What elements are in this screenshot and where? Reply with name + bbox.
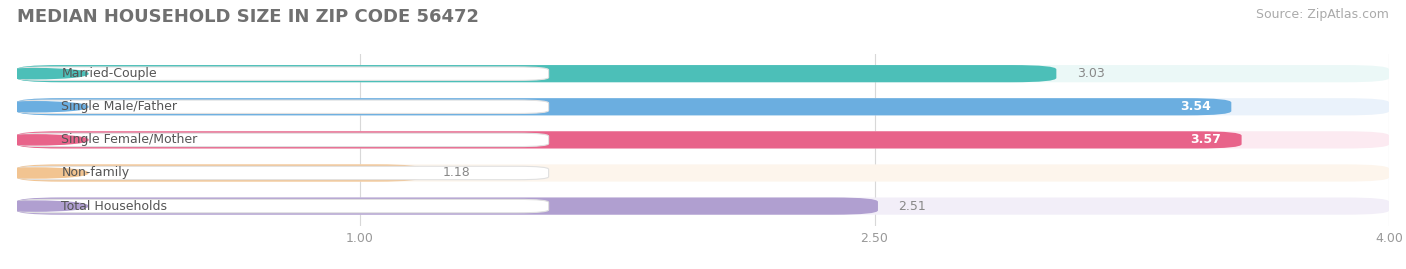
FancyBboxPatch shape [17, 197, 877, 215]
FancyBboxPatch shape [17, 98, 1389, 115]
Text: 2.51: 2.51 [898, 200, 927, 213]
FancyBboxPatch shape [17, 199, 548, 213]
FancyBboxPatch shape [17, 197, 1389, 215]
Circle shape [0, 201, 89, 211]
FancyBboxPatch shape [17, 166, 548, 180]
FancyBboxPatch shape [17, 67, 548, 80]
FancyBboxPatch shape [17, 131, 1241, 148]
Text: Single Female/Mother: Single Female/Mother [62, 133, 198, 146]
Circle shape [0, 102, 89, 112]
FancyBboxPatch shape [17, 133, 548, 147]
FancyBboxPatch shape [17, 131, 1389, 148]
Text: 3.57: 3.57 [1189, 133, 1220, 146]
Text: Single Male/Father: Single Male/Father [62, 100, 177, 113]
Text: Source: ZipAtlas.com: Source: ZipAtlas.com [1256, 8, 1389, 21]
FancyBboxPatch shape [17, 164, 1389, 182]
Text: Total Households: Total Households [62, 200, 167, 213]
Text: Married-Couple: Married-Couple [62, 67, 157, 80]
FancyBboxPatch shape [17, 65, 1389, 82]
FancyBboxPatch shape [17, 98, 1232, 115]
FancyBboxPatch shape [17, 100, 548, 114]
Text: 3.54: 3.54 [1180, 100, 1211, 113]
FancyBboxPatch shape [17, 164, 422, 182]
Text: Non-family: Non-family [62, 167, 129, 179]
Circle shape [0, 168, 89, 178]
Text: MEDIAN HOUSEHOLD SIZE IN ZIP CODE 56472: MEDIAN HOUSEHOLD SIZE IN ZIP CODE 56472 [17, 8, 479, 26]
Circle shape [0, 135, 89, 145]
FancyBboxPatch shape [17, 65, 1056, 82]
Text: 3.03: 3.03 [1077, 67, 1105, 80]
Circle shape [0, 69, 89, 79]
Text: 1.18: 1.18 [443, 167, 470, 179]
